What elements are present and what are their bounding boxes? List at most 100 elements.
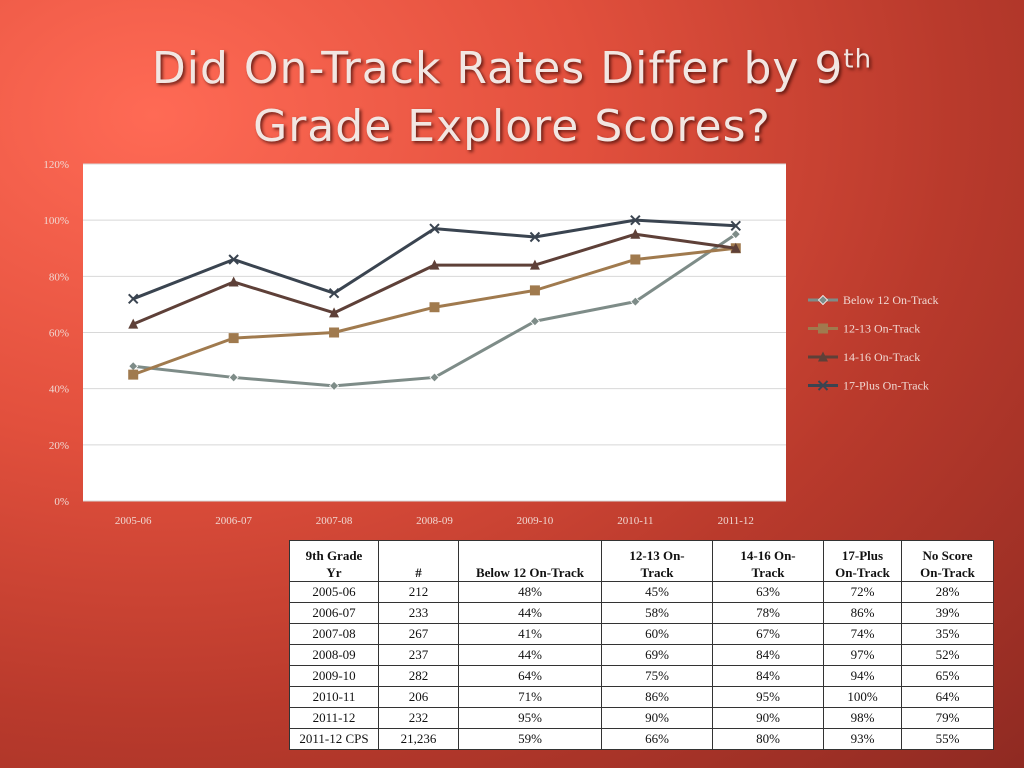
table-cell: 267 [378,623,459,645]
y-tick-label: 20% [49,440,69,452]
table-cell: 64% [901,686,994,708]
table-cell: 100% [823,686,902,708]
table-cell: 86% [601,686,713,708]
table-cell: 94% [823,665,902,687]
table-cell: 69% [601,644,713,666]
data-table: 9th Grade Yr # Below 12 On-Track 12-13 On… [289,540,994,750]
point-marker [228,254,239,265]
table-row: 2008-09 237 44% 69% 84% 97% 52% [289,644,994,666]
title-superscript: th [843,44,873,75]
table-cell: 95% [712,686,824,708]
table-cell: 21,236 [378,728,459,750]
table-row: 2011-12 232 95% 90% 90% 98% 79% [289,707,994,729]
legend-label: 17-Plus On-Track [843,379,929,393]
header-count: # [378,540,459,582]
table-cell: 80% [712,728,824,750]
header-no-score: No Score On-Track [901,540,994,582]
line-chart: 0%20%40%60%80%100%120% 2005-06 2006-07 200… [43,159,939,527]
point-marker [529,285,540,296]
table-header-row: 9th Grade Yr # Below 12 On-Track 12-13 On… [289,540,994,582]
header-grade-yr: 9th Grade Yr [289,540,379,582]
legend-label: 14-16 On-Track [843,350,920,364]
point-marker [630,228,641,239]
point-marker [228,276,239,287]
table-cell: 58% [601,602,713,624]
point-marker [429,302,440,313]
table-cell: 2010-11 [289,686,379,708]
point-marker [128,293,139,305]
table-row: 2010-11 206 71% 86% 95% 100% 64% [289,686,994,708]
legend-label: Below 12 On-Track [843,293,939,307]
table-cell: 2007-08 [289,623,379,645]
point-marker [228,333,239,344]
table-cell: 79% [901,707,994,729]
table-cell: 233 [378,602,459,624]
table-cell: 65% [901,665,994,687]
table-cell: 86% [823,602,902,624]
table-cell: 206 [378,686,459,708]
table-cell: 72% [823,581,902,603]
table-cell: 45% [601,581,713,603]
table-cell: 41% [458,623,602,645]
table-cell: 2005-06 [289,581,379,603]
table-cell: 2008-09 [289,644,379,666]
slide-title: Did On-Track Rates Differ by 9th Grade E… [0,40,1024,156]
point-marker [329,307,340,318]
point-marker [730,229,741,240]
table-cell: 74% [823,623,902,645]
table-cell: 66% [601,728,713,750]
table-cell: 93% [823,728,902,750]
y-tick-label: 60% [49,328,69,340]
table-cell: 75% [601,665,713,687]
x-tick-label: 2011-12 [718,515,754,527]
point-marker [228,372,239,383]
point-marker [128,318,139,329]
x-tick-label: 2008-09 [416,515,453,527]
point-marker [429,372,440,383]
point-marker [817,380,829,391]
y-tick-label: 80% [49,271,69,283]
table-cell: 44% [458,602,602,624]
table-cell: 64% [458,665,602,687]
x-tick-label: 2009-10 [517,515,554,527]
point-marker [817,294,829,306]
table-row: 2006-07 233 44% 58% 78% 86% 39% [289,602,994,624]
y-tick-label: 120% [43,159,69,171]
table-cell: 35% [901,623,994,645]
point-marker [630,254,641,265]
table-cell: 48% [458,581,602,603]
header-17-plus: 17-Plus On-Track [823,540,902,582]
point-marker [128,369,139,380]
point-marker [329,380,340,391]
table-row: 2011-12 CPS 21,236 59% 66% 80% 93% 55% [289,728,994,750]
point-marker [529,231,541,243]
table-cell: 98% [823,707,902,729]
table-cell: 2006-07 [289,602,379,624]
point-marker [818,351,828,362]
y-tick-label: 40% [49,384,69,396]
x-axis: 2005-06 2006-07 2007-08 2008-09 2009-10 2010-… [115,515,754,527]
table-cell: 67% [712,623,824,645]
table-cell: 60% [601,623,713,645]
table-cell: 84% [712,644,824,666]
table-cell: 237 [378,644,459,666]
chart-legend: Below 12 On-Track 12-13 On-Track 14-16 On-… [808,293,939,393]
legend-label: 12-13 On-Track [843,322,920,336]
title-line2: Grade Explore Scores? [253,101,771,152]
table-cell: 63% [712,581,824,603]
y-axis: 0% 20% 40% 60% 80% 100% 120% [43,159,69,508]
point-marker [730,242,741,253]
table-cell: 2009-10 [289,665,379,687]
table-cell: 55% [901,728,994,750]
x-tick-label: 2007-08 [316,515,353,527]
point-marker [529,259,540,270]
table-cell: 282 [378,665,459,687]
table-cell: 28% [901,581,994,603]
point-marker [429,223,440,234]
point-marker [529,316,540,327]
header-14-16: 14-16 On- Track [712,540,824,582]
title-line1: Did On-Track Rates Differ by 9 [151,43,844,94]
table-cell: 52% [901,644,994,666]
table-cell: 59% [458,728,602,750]
table-cell: 39% [901,602,994,624]
